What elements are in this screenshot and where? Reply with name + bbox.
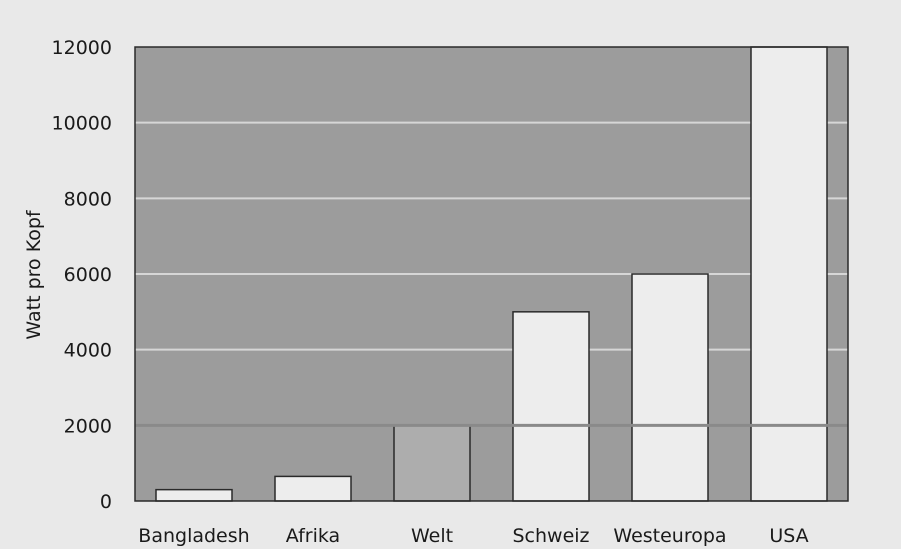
x-category-label: Bangladesh	[138, 525, 249, 547]
y-tick-label: 10000	[52, 113, 112, 135]
y-tick-label: 0	[100, 491, 112, 513]
bar-westeuropa	[631, 273, 709, 502]
bar-afrika	[274, 475, 352, 502]
x-category-label: Schweiz	[512, 525, 589, 547]
y-tick-label: 6000	[64, 264, 112, 286]
x-category-label: Welt	[411, 525, 453, 547]
x-category-label: USA	[769, 525, 808, 547]
plot-frame	[134, 46, 849, 502]
bar-welt	[393, 424, 471, 502]
y-tick-label: 8000	[64, 188, 112, 210]
y-tick-label: 2000	[64, 415, 112, 437]
x-category-label: Afrika	[286, 525, 340, 547]
y-tick-label: 12000	[52, 37, 112, 59]
bar-bangladesh	[155, 488, 233, 502]
y-tick-label: 4000	[64, 340, 112, 362]
x-category-label: Westeuropa	[613, 525, 726, 547]
bar-usa	[750, 46, 828, 502]
y-axis-label: Watt pro Kopf	[23, 209, 45, 339]
bar-schweiz	[512, 311, 590, 502]
